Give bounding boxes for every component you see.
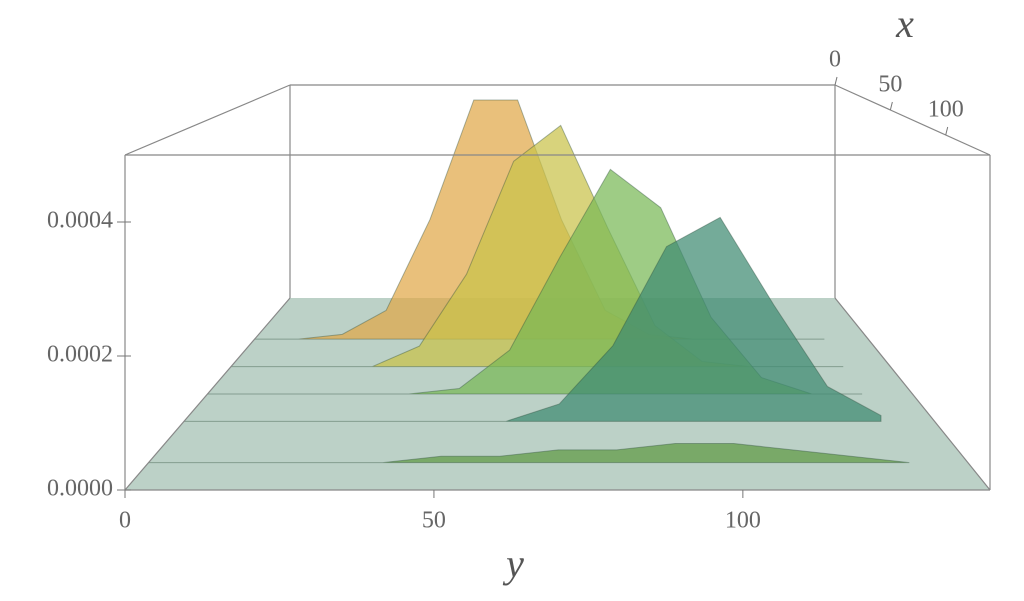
x-tick-label: 50 [878, 72, 902, 98]
x-tick-label: 100 [928, 97, 964, 123]
surface [183, 216, 882, 422]
y-tick-label: 50 [422, 508, 446, 534]
x-tick-label: 0 [829, 47, 841, 73]
x-axis-label: x [895, 1, 914, 46]
z-tick-label: 0.0000 [47, 476, 113, 502]
y-tick-label: 0 [119, 508, 131, 534]
y-tick-label: 100 [725, 508, 761, 534]
z-tick-label: 0.0002 [47, 342, 113, 368]
z-tick-label: 0.0004 [47, 208, 113, 234]
surface [148, 443, 910, 464]
y-axis-label: y [502, 541, 524, 586]
surface [231, 124, 844, 368]
box-edge [124, 297, 291, 491]
x-tick [945, 126, 949, 136]
x-tick [834, 76, 838, 86]
box-edge [834, 84, 991, 156]
box-edge [834, 297, 991, 491]
box-edge [124, 84, 291, 156]
x-tick [889, 101, 893, 111]
